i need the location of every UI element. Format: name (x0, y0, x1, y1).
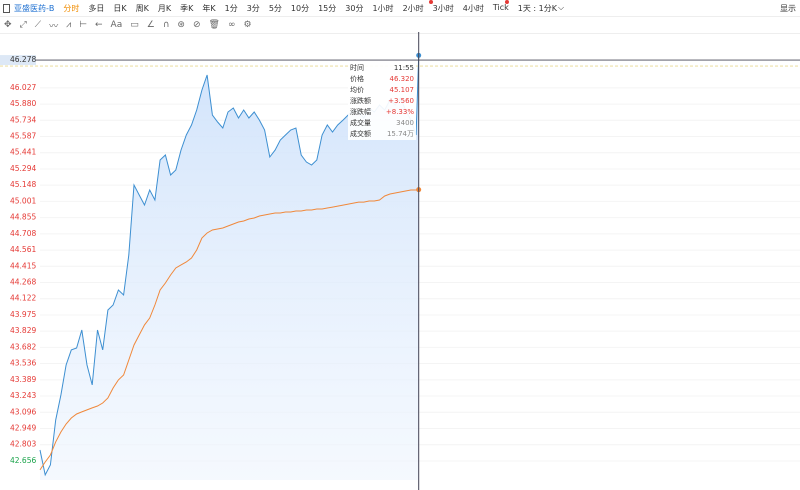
move-tool[interactable]: ✥ (4, 20, 12, 30)
period-tab[interactable]: 2小时 (402, 3, 424, 13)
y-tick-label: 45.148 (10, 180, 36, 189)
average-line (39, 189, 419, 471)
y-tick-label: 44.855 (10, 213, 36, 222)
badge-dot (505, 0, 509, 4)
tooltip-label: 涨跌额 (350, 96, 371, 105)
y-tick-label: 45.587 (10, 132, 36, 141)
y-tick-label: 45.001 (10, 196, 36, 205)
period-tab[interactable]: 1分 (224, 3, 238, 13)
period-tab[interactable]: 30分 (345, 3, 364, 13)
period-tab[interactable]: 3小时 (432, 3, 454, 13)
period-tab[interactable]: 3分 (246, 3, 260, 13)
dropdown-arrow[interactable]: ⌵ (557, 3, 565, 12)
period-tab[interactable]: 周K (135, 3, 149, 13)
period-tab[interactable]: 分时 (63, 3, 80, 13)
line-tool[interactable]: ⤢ (19, 20, 27, 30)
y-tick-label: 45.441 (10, 148, 36, 157)
tabs: 分时 多日 日K 周K 月K 季K 年K 1分 3分 5分 10分 15分 30分 1小时 2小时 3小时 4小… (63, 3, 517, 14)
panel-icon[interactable] (3, 3, 10, 13)
note-tool[interactable]: ▭ (130, 20, 139, 30)
tooltip-value: 15.74万 (386, 129, 414, 138)
tooltip-value: +3.560 (388, 96, 414, 105)
y-tick-label: 44.122 (10, 294, 36, 303)
period-tab[interactable]: 多日 (88, 3, 105, 13)
lock-tool[interactable]: ⊛ (177, 20, 185, 30)
y-tick-label: 45.734 (10, 115, 36, 124)
period-tab[interactable]: Tick (492, 2, 509, 12)
tooltip-label: 时间 (350, 63, 364, 72)
y-tick-label: 43.389 (10, 375, 36, 384)
y-tick-label: 45.880 (10, 99, 36, 108)
tooltip-label: 涨跌幅 (350, 107, 371, 116)
period-select[interactable]: 1天 : 1分K (517, 3, 557, 13)
tooltip-label: 成交额 (350, 129, 371, 138)
measure-tool[interactable]: ⊢ (79, 20, 87, 30)
tooltip-value: +8.33% (385, 107, 414, 116)
crosshair-label: 46.278 (10, 55, 36, 64)
y-tick-label: 44.561 (10, 245, 36, 254)
tooltip-label: 成交量 (350, 118, 371, 127)
tooltip-label: 价格 (350, 74, 364, 83)
tooltip-row: 价格 46.320 (348, 73, 416, 84)
price-area (40, 55, 419, 481)
y-tick-label: 42.656 (10, 456, 36, 465)
tooltip-value: 45.107 (389, 85, 415, 94)
hide-tool[interactable]: ⊘ (192, 20, 201, 30)
tooltip-row: 涨跌幅 +8.33% (348, 106, 416, 117)
tooltip-label: 均价 (350, 85, 364, 94)
y-tick-label: 43.096 (10, 407, 36, 416)
link-tool[interactable]: ∞ (227, 20, 236, 30)
period-tab[interactable]: 1小时 (372, 3, 394, 13)
y-tick-label: 43.243 (10, 391, 36, 400)
period-tab[interactable]: 月K (157, 3, 172, 13)
period-tab[interactable]: 5分 (268, 3, 282, 13)
period-tab[interactable]: 15分 (318, 3, 337, 13)
magnet-tool[interactable]: ∩ (162, 20, 170, 30)
tooltip-row: 时间 11:55 (348, 62, 416, 73)
tooltip: 时间 11:55 价格 46.320 均价 45.107 涨跌额 +3.560 涨跌幅 +8.33… (348, 61, 416, 140)
y-tick-label: 43.829 (10, 326, 36, 335)
y-tick-label: 44.415 (10, 261, 36, 270)
display-button[interactable]: 显示 (780, 3, 796, 13)
period-toolbar: 亚盛医药-B 分时 多日 日K 周K 月K 季K 年K 1分 3分 5分 10分 15分 30分 1小时 2… (0, 0, 800, 16)
y-tick-label: 43.975 (10, 310, 36, 319)
period-tab[interactable]: 4小时 (462, 3, 484, 13)
text-tool[interactable]: Aa (110, 20, 123, 30)
tooltip-value: 3400 (396, 118, 414, 127)
drawing-toolbar: ✥ ⤢ ⟋ 〰 ⩘ ⊢ ← Aa ▭ ∠ ∩ ⊛ ⊘ 🗑 ∞ ⚙ (0, 16, 800, 34)
period-tab[interactable]: 季K (180, 3, 194, 13)
settings-tool[interactable]: ⚙ (243, 20, 252, 30)
badge-dot (429, 0, 433, 4)
tooltip-row: 涨跌额 +3.560 (348, 95, 416, 106)
tooltip-value: 46.320 (389, 74, 415, 83)
crosshair-label-box (0, 55, 36, 66)
tooltip-row: 成交额 15.74万 (348, 128, 416, 139)
period-tab[interactable]: 日K (113, 3, 127, 13)
y-tick-label: 43.536 (10, 359, 36, 368)
pattern-tool[interactable]: ⩘ (66, 20, 72, 30)
symbol[interactable]: 亚盛医药-B (14, 3, 55, 13)
delete-tool[interactable]: 🗑 (208, 20, 220, 30)
y-tick-label: 46.027 (10, 83, 36, 92)
tooltip-row: 均价 45.107 (348, 84, 416, 95)
channel-tool[interactable]: ⟋ (34, 20, 42, 30)
y-tick-label: 43.682 (10, 342, 36, 351)
arrow-tool[interactable]: ← (95, 20, 103, 30)
period-tab[interactable]: 年K (202, 3, 216, 13)
pen-tool[interactable]: ∠ (146, 20, 155, 30)
y-tick-label: 44.268 (10, 278, 36, 287)
tooltip-value: 11:55 (393, 63, 414, 72)
y-tick-label: 44.708 (10, 229, 36, 238)
y-tick-label: 42.803 (10, 440, 36, 449)
tooltip-row: 成交量 3400 (348, 117, 416, 128)
period-tab[interactable]: 10分 (290, 3, 310, 13)
y-tick-label: 42.949 (10, 424, 36, 433)
y-tick-label: 45.294 (10, 164, 36, 173)
wave-tool[interactable]: 〰 (49, 21, 59, 32)
